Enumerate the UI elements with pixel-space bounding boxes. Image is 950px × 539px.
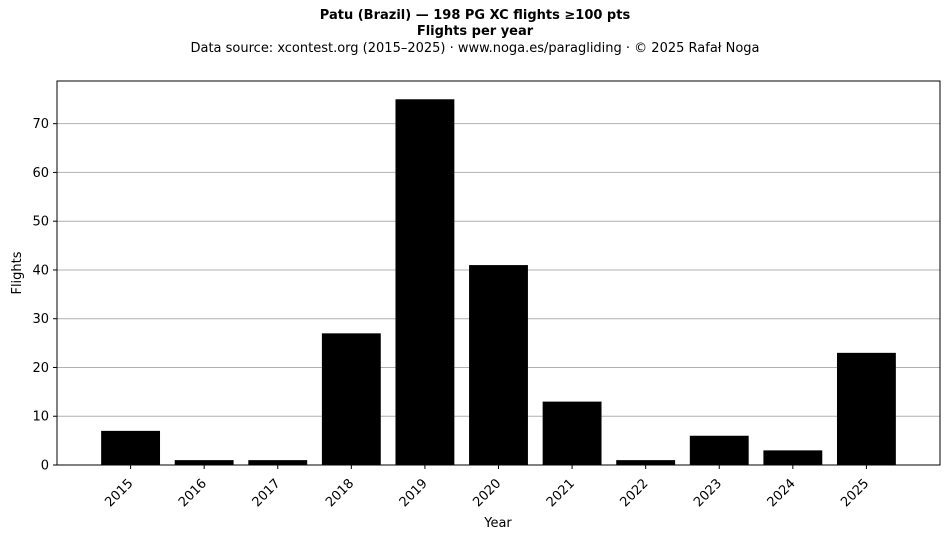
x-tick-label: 2020 (470, 476, 504, 510)
chart-title: Patu (Brazil) — 198 PG XC flights ≥100 p… (319, 8, 631, 23)
chart-title-block: Patu (Brazil) — 198 PG XC flights ≥100 p… (0, 8, 950, 58)
y-tick-label: 50 (32, 215, 49, 230)
bar-2020 (469, 265, 528, 465)
bar-2018 (321, 333, 381, 465)
y-axis: 0 10 20 30 40 50 60 70 (32, 117, 57, 474)
x-tick-label: 2025 (838, 476, 872, 510)
y-tick-label: 10 (32, 410, 49, 425)
bar-2015 (101, 430, 161, 465)
x-axis-label: Year (483, 516, 512, 531)
bar-2017 (248, 460, 308, 465)
x-tick-label: 2022 (617, 476, 651, 510)
bar-2016 (174, 460, 234, 465)
y-tick-label: 60 (32, 166, 49, 181)
bar-2024 (763, 450, 823, 465)
x-tick-label: 2016 (176, 476, 210, 510)
y-tick-label: 0 (41, 459, 49, 474)
y-axis-label: Flights (10, 251, 25, 294)
y-tick-label: 30 (32, 312, 49, 327)
x-tick-label: 2023 (691, 476, 725, 510)
bar-2021 (542, 401, 602, 465)
chart-source-note: Data source: xcontest.org (2015–2025) · … (190, 41, 760, 56)
x-axis: 2015 2016 2017 2018 2019 2020 2021 2022 2023 2024… (102, 465, 872, 510)
x-tick-label: 2018 (323, 476, 357, 510)
x-tick-label: 2015 (102, 476, 136, 510)
y-tick-label: 40 (32, 263, 49, 278)
bars (101, 99, 896, 466)
x-tick-label: 2021 (544, 476, 578, 510)
y-tick-label: 70 (32, 117, 49, 132)
x-tick-label: 2017 (250, 476, 284, 510)
x-tick-label: 2024 (765, 476, 799, 510)
chart-subtitle-bold: Flights per year (416, 24, 534, 39)
bar-2019 (395, 99, 455, 466)
bar-2025 (836, 352, 896, 465)
bar-2023 (689, 435, 749, 465)
x-tick-label: 2019 (397, 476, 431, 510)
y-tick-label: 20 (32, 361, 49, 376)
bar-2022 (616, 460, 676, 465)
